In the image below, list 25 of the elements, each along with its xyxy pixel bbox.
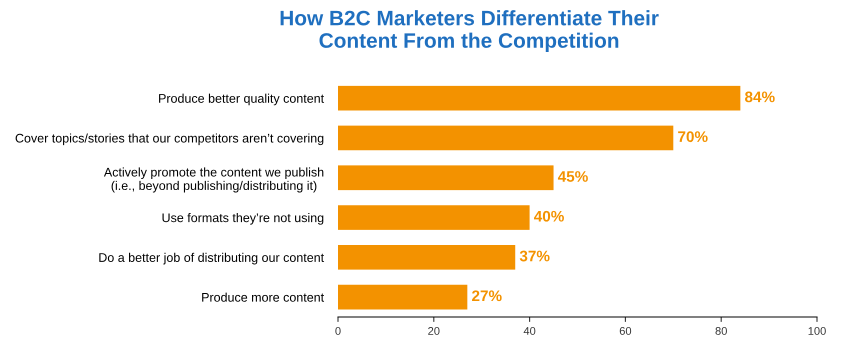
x-tick-label: 80: [716, 327, 727, 335]
data-label: 40%: [534, 210, 564, 222]
data-label: 45%: [558, 171, 588, 182]
data-label: 37%: [520, 250, 550, 262]
x-tick-label: 60: [620, 327, 632, 335]
chart-title: How B2C Marketers Differentiate Their Content From the Competition: [280, 10, 659, 52]
data-label: 27%: [472, 290, 502, 302]
x-tick-label: 100: [808, 327, 826, 335]
bar: [338, 126, 674, 150]
y-tick-label: Use formats they’re not using: [162, 213, 324, 225]
y-tick-label: Actively promote the content we publish (i.e., beyond publishing/distributing it): [104, 167, 324, 193]
bar: [338, 205, 530, 230]
y-tick-label: Cover topics/stories that our competitors aren’t covering: [16, 133, 324, 146]
bar: [338, 165, 554, 190]
y-tick-label: Produce more content: [202, 292, 324, 302]
bar: [338, 86, 740, 111]
bar: [338, 244, 516, 270]
y-tick-label: Do a better job of distributing our content: [99, 252, 324, 264]
data-label: 84%: [745, 91, 775, 102]
y-tick-label: Produce better quality content: [159, 94, 324, 106]
bar: [338, 284, 468, 310]
x-tick-label: 40: [524, 327, 536, 335]
x-tick-label: 20: [428, 327, 440, 335]
x-tick-label: 0: [335, 327, 341, 335]
data-label: 70%: [678, 131, 708, 142]
